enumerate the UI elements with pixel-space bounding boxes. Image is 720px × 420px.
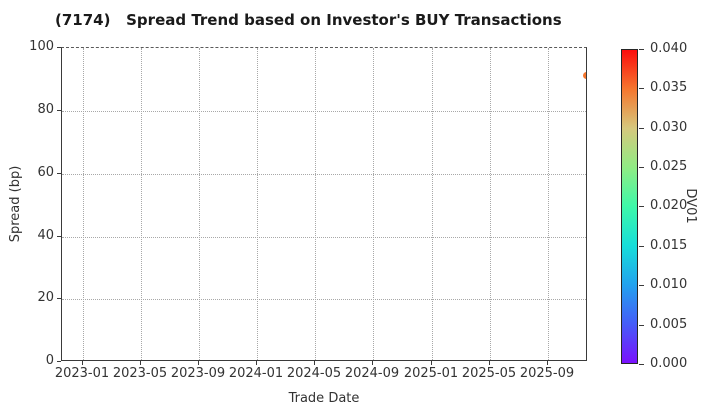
plot-area — [61, 47, 587, 361]
colorbar-tick — [639, 325, 644, 326]
x-tick-label: 2023-01 — [54, 366, 110, 381]
x-tick — [489, 361, 490, 365]
colorbar-axis-label: DV01 — [683, 188, 698, 224]
gridline-vertical — [141, 48, 142, 360]
x-tick-label: 2024-05 — [286, 366, 342, 381]
y-tick-label: 40 — [37, 228, 54, 243]
colorbar-tick-label: 0.040 — [650, 41, 688, 56]
y-tick — [57, 236, 61, 237]
gridline-vertical — [490, 48, 491, 360]
x-tick-label: 2023-09 — [170, 366, 226, 381]
scatter-point — [583, 72, 586, 79]
gridline-horizontal — [62, 174, 586, 175]
y-tick — [57, 47, 61, 48]
gridline-vertical — [257, 48, 258, 360]
gridline-vertical — [432, 48, 433, 360]
colorbar — [621, 49, 638, 364]
colorbar-tick — [639, 88, 644, 89]
y-tick-label: 100 — [29, 39, 54, 54]
colorbar-tick-label: 0.025 — [650, 159, 688, 174]
chart-title: (7174) Spread Trend based on Investor's … — [55, 11, 562, 29]
colorbar-tick — [639, 128, 644, 129]
x-tick-label: 2024-09 — [344, 366, 400, 381]
colorbar-tick-label: 0.030 — [650, 120, 688, 135]
x-tick-label: 2025-01 — [403, 366, 459, 381]
colorbar-tick — [639, 246, 644, 247]
x-tick — [547, 361, 548, 365]
x-tick-label: 2024-01 — [228, 366, 284, 381]
x-tick — [140, 361, 141, 365]
y-tick — [57, 110, 61, 111]
gridline-vertical — [83, 48, 84, 360]
colorbar-tick — [639, 167, 644, 168]
gridline-vertical — [315, 48, 316, 360]
x-tick — [431, 361, 432, 365]
y-tick-label: 0 — [45, 353, 54, 368]
colorbar-tick-label: 0.015 — [650, 238, 688, 253]
x-tick — [256, 361, 257, 365]
x-tick — [372, 361, 373, 365]
gridline-horizontal — [62, 237, 586, 238]
colorbar-tick-label: 0.000 — [650, 356, 688, 371]
y-tick — [57, 173, 61, 174]
y-tick — [57, 298, 61, 299]
gridline-vertical — [199, 48, 200, 360]
y-tick-label: 60 — [37, 165, 54, 180]
y-tick-label: 20 — [37, 290, 54, 305]
x-tick — [314, 361, 315, 365]
colorbar-tick-label: 0.020 — [650, 198, 688, 213]
x-tick — [198, 361, 199, 365]
x-axis-label: Trade Date — [288, 391, 360, 406]
x-tick-label: 2025-05 — [461, 366, 517, 381]
colorbar-tick-label: 0.010 — [650, 277, 688, 292]
x-tick-label: 2025-09 — [519, 366, 575, 381]
x-tick — [82, 361, 83, 365]
gridline-horizontal — [62, 111, 586, 112]
x-tick-label: 2023-05 — [112, 366, 168, 381]
colorbar-tick-label: 0.005 — [650, 317, 688, 332]
gridline-horizontal — [62, 299, 586, 300]
gridline-vertical — [548, 48, 549, 360]
colorbar-tick — [639, 364, 644, 365]
colorbar-tick — [639, 285, 644, 286]
y-tick — [57, 361, 61, 362]
colorbar-tick-label: 0.035 — [650, 80, 688, 95]
colorbar-tick — [639, 206, 644, 207]
y-tick-label: 80 — [37, 102, 54, 117]
colorbar-tick — [639, 49, 644, 50]
gridline-vertical — [373, 48, 374, 360]
